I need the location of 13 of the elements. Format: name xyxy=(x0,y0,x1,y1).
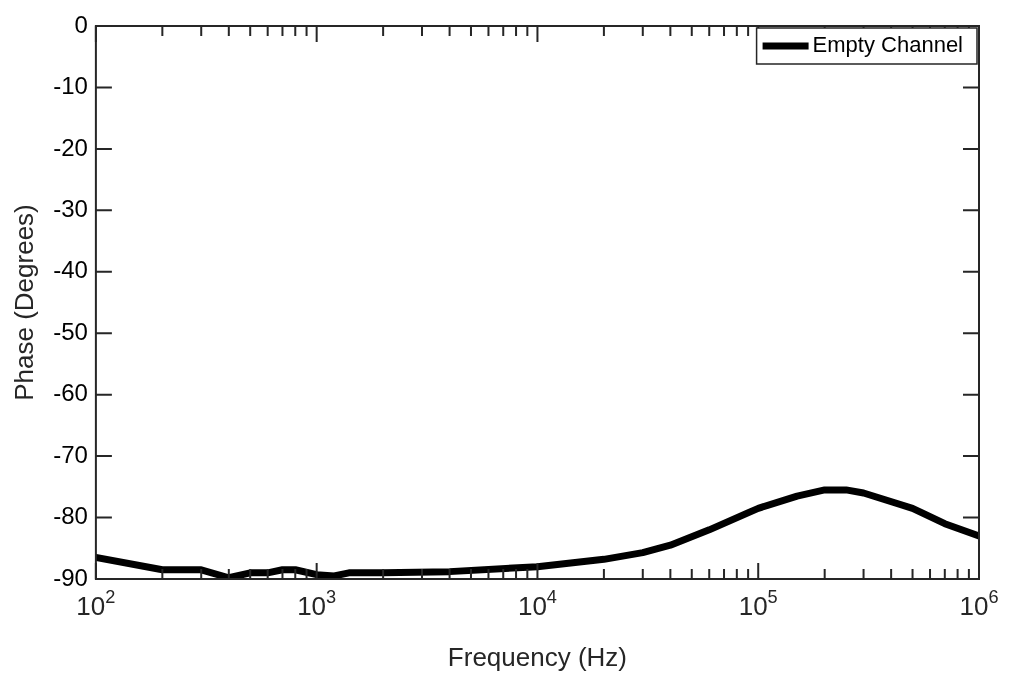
y-tick-label: -30 xyxy=(53,194,88,222)
y-tick-label: -80 xyxy=(53,502,88,530)
y-axis-title: Phase (Degrees) xyxy=(8,204,39,401)
y-tick-label: -60 xyxy=(53,379,88,407)
y-tick-label: -70 xyxy=(53,440,88,468)
x-axis-title: Frequency (Hz) xyxy=(447,641,628,672)
y-tick-label: 0 xyxy=(74,10,88,38)
y-tick-label: -10 xyxy=(53,72,88,100)
y-tick-label: -20 xyxy=(53,133,88,161)
y-tick-label: -50 xyxy=(53,317,88,345)
y-tick-label: -40 xyxy=(53,256,88,284)
y-tick-label: -90 xyxy=(53,563,88,591)
legend-label: Empty Channel xyxy=(812,32,964,58)
